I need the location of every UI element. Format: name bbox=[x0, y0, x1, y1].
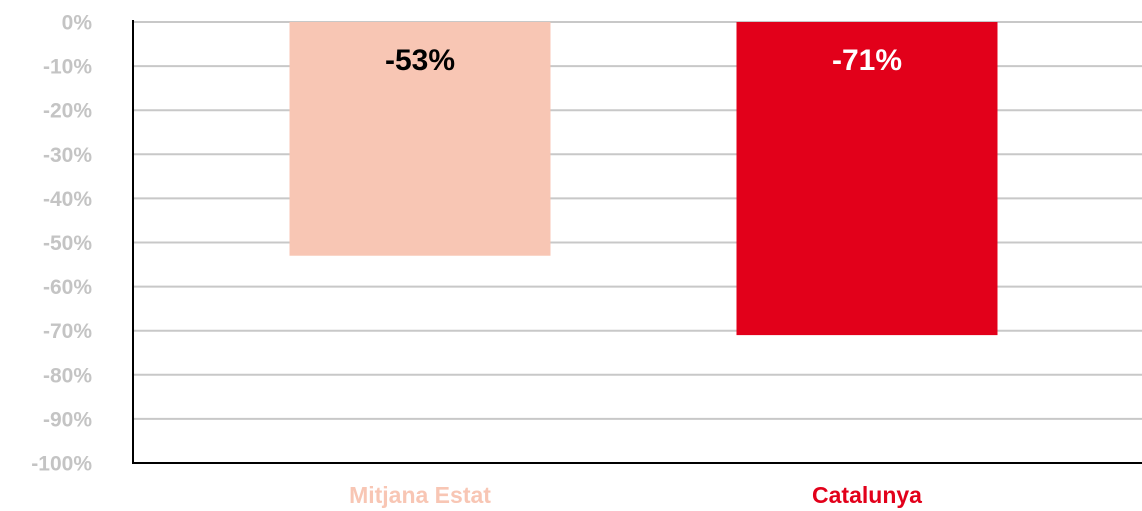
x-tick-label: Mitjana Estat bbox=[349, 482, 491, 508]
x-tick-label: Catalunya bbox=[812, 482, 922, 508]
data-label: -53% bbox=[385, 44, 455, 77]
y-tick-label: -80% bbox=[43, 364, 92, 387]
y-tick-label: -30% bbox=[43, 144, 92, 167]
y-tick-label: -70% bbox=[43, 320, 92, 343]
y-tick-label: -20% bbox=[43, 100, 92, 123]
y-tick-label: -100% bbox=[31, 453, 92, 476]
bar bbox=[736, 22, 998, 336]
data-label: -71% bbox=[832, 44, 902, 77]
y-tick-label: -90% bbox=[43, 408, 92, 431]
y-tick-label: 0% bbox=[62, 12, 93, 35]
y-tick-label: -10% bbox=[43, 56, 92, 79]
y-tick-label: -60% bbox=[43, 276, 92, 299]
y-tick-label: -50% bbox=[43, 232, 92, 255]
bar bbox=[289, 22, 551, 256]
y-tick-label: -40% bbox=[43, 188, 92, 211]
